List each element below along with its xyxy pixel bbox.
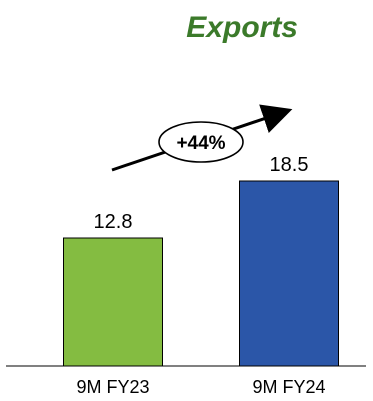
data-label-9m-fy24: 18.5 xyxy=(270,154,309,176)
bar-9m-fy24 xyxy=(239,180,339,367)
x-tick-label-9m-fy24: 9M FY24 xyxy=(252,377,325,397)
growth-percentage: +44% xyxy=(176,133,225,154)
labels-layer: 12.8 18.5 xyxy=(94,154,309,233)
x-tick-label-9m-fy23: 9M FY23 xyxy=(76,377,149,397)
data-label-9m-fy23: 12.8 xyxy=(94,211,133,233)
growth-annotation: +44% xyxy=(111,104,293,172)
growth-badge-oval xyxy=(158,121,244,163)
chart-title: Exports xyxy=(186,11,298,44)
x-axis-tick-labels: 9M FY23 9M FY24 xyxy=(76,377,325,397)
bar-9m-fy23 xyxy=(63,237,163,367)
bars-layer xyxy=(63,180,339,367)
